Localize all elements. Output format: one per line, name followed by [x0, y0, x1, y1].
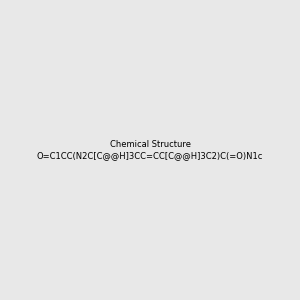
Text: Chemical Structure
O=C1CC(N2C[C@@H]3CC=CC[C@@H]3C2)C(=O)N1c: Chemical Structure O=C1CC(N2C[C@@H]3CC=C… — [37, 140, 263, 160]
